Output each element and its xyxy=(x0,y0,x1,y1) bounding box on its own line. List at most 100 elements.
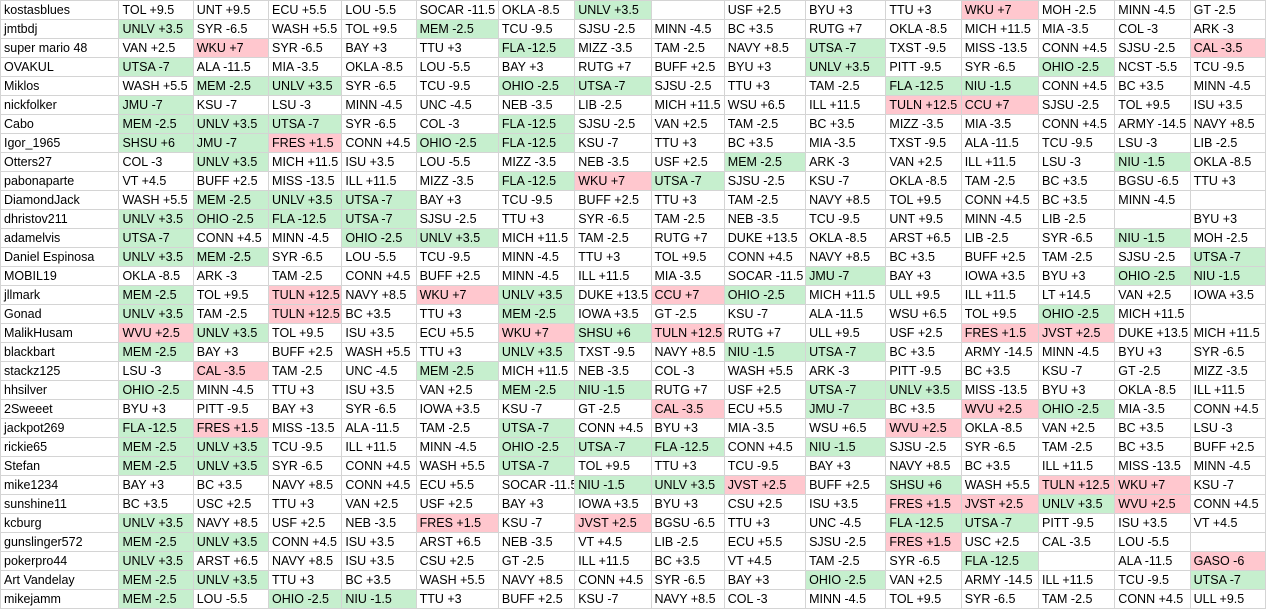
pick-cell[interactable]: TTU +3 xyxy=(650,190,725,210)
pick-cell[interactable]: MEM -2.5 xyxy=(118,342,194,362)
pick-cell[interactable]: NAVY +8.5 xyxy=(805,247,887,267)
player-name-cell[interactable]: Daniel Espinosa xyxy=(0,247,120,267)
pick-cell[interactable]: PITT -9.5 xyxy=(885,361,962,381)
pick-cell[interactable]: NEB -3.5 xyxy=(497,532,576,552)
pick-cell[interactable]: RUTG +7 xyxy=(650,380,725,400)
pick-cell[interactable]: IOWA +3.5 xyxy=(960,266,1040,286)
pick-cell[interactable]: NIU -1.5 xyxy=(574,380,652,400)
pick-cell[interactable]: WKU +7 xyxy=(497,323,576,343)
pick-cell[interactable]: WASH +5.5 xyxy=(118,190,194,210)
pick-cell[interactable]: TAM -2.5 xyxy=(960,171,1040,191)
pick-cell[interactable]: PITT -9.5 xyxy=(192,399,270,419)
player-name-cell[interactable]: Miklos xyxy=(0,76,120,96)
player-name-cell[interactable]: DiamondJack xyxy=(0,190,120,210)
pick-cell[interactable]: VAN +2.5 xyxy=(1037,418,1116,438)
pick-cell[interactable]: SYR -6.5 xyxy=(1037,228,1116,248)
pick-cell[interactable]: OHIO -2.5 xyxy=(192,209,270,229)
pick-cell[interactable]: MIZZ -3.5 xyxy=(574,38,652,58)
pick-cell[interactable]: MEM -2.5 xyxy=(118,285,194,305)
pick-cell[interactable]: NAVY +8.5 xyxy=(885,456,962,476)
pick-cell[interactable]: MEM -2.5 xyxy=(415,361,499,381)
pick-cell[interactable]: VT +4.5 xyxy=(723,551,807,571)
pick-cell[interactable]: CONN +4.5 xyxy=(192,228,270,248)
pick-cell[interactable]: CONN +4.5 xyxy=(341,266,417,286)
pick-cell[interactable]: ARST +6.5 xyxy=(192,551,270,571)
pick-cell[interactable]: MIZZ -3.5 xyxy=(497,152,576,172)
pick-cell[interactable]: BC +3.5 xyxy=(1114,437,1191,457)
pick-cell[interactable]: OHIO -2.5 xyxy=(268,589,343,609)
pick-cell[interactable]: DUKE +13.5 xyxy=(574,285,652,305)
pick-cell[interactable]: TOL +9.5 xyxy=(192,285,270,305)
pick-cell[interactable]: ILL +11.5 xyxy=(1037,570,1116,590)
pick-cell[interactable]: OKLA -8.5 xyxy=(341,57,417,77)
pick-cell[interactable]: UNLV +3.5 xyxy=(574,0,652,20)
pick-cell[interactable]: SYR -6.5 xyxy=(960,437,1040,457)
pick-cell[interactable]: ECU +5.5 xyxy=(723,399,807,419)
pick-cell[interactable]: KSU -7 xyxy=(192,95,270,115)
pick-cell[interactable]: TXST -9.5 xyxy=(574,342,652,362)
pick-cell[interactable]: CCU +7 xyxy=(960,95,1040,115)
pick-cell[interactable]: VAN +2.5 xyxy=(885,152,962,172)
pick-cell[interactable]: UNC -4.5 xyxy=(341,361,417,381)
pick-cell[interactable]: SHSU +6 xyxy=(574,323,652,343)
pick-cell[interactable]: KSU -7 xyxy=(574,133,652,153)
pick-cell[interactable]: JMU -7 xyxy=(192,133,270,153)
pick-cell[interactable]: ALA -11.5 xyxy=(341,418,417,438)
pick-cell[interactable]: NIU -1.5 xyxy=(1114,152,1191,172)
pick-cell[interactable]: MISS -13.5 xyxy=(268,418,343,438)
pick-cell[interactable]: ULL +9.5 xyxy=(885,285,962,305)
pick-cell[interactable]: MIZZ -3.5 xyxy=(1189,361,1266,381)
pick-cell[interactable]: BUFF +2.5 xyxy=(1189,437,1266,457)
pick-cell[interactable]: OKLA -8.5 xyxy=(885,19,962,39)
pick-cell[interactable]: UNLV +3.5 xyxy=(118,304,194,324)
pick-cell[interactable]: VAN +2.5 xyxy=(118,38,194,58)
pick-cell[interactable]: FLA -12.5 xyxy=(960,551,1040,571)
pick-cell[interactable]: OHIO -2.5 xyxy=(341,228,417,248)
pick-cell[interactable]: NAVY +8.5 xyxy=(723,38,807,58)
pick-cell[interactable]: UNLV +3.5 xyxy=(118,247,194,267)
pick-cell[interactable]: UTSA -7 xyxy=(1189,570,1266,590)
pick-cell[interactable]: UNLV +3.5 xyxy=(118,19,194,39)
pick-cell[interactable]: MICH +11.5 xyxy=(1114,304,1191,324)
pick-cell[interactable]: TTU +3 xyxy=(415,304,499,324)
pick-cell[interactable]: TCU -9.5 xyxy=(415,76,499,96)
pick-cell[interactable]: TOL +9.5 xyxy=(960,304,1040,324)
pick-cell[interactable]: CSU +2.5 xyxy=(723,494,807,514)
pick-cell[interactable]: USC +2.5 xyxy=(192,494,270,514)
pick-cell[interactable]: LOU -5.5 xyxy=(1114,532,1191,552)
pick-cell[interactable]: BUFF +2.5 xyxy=(574,190,652,210)
pick-cell[interactable]: GT -2.5 xyxy=(574,399,652,419)
pick-cell[interactable]: NIU -1.5 xyxy=(805,437,887,457)
pick-cell[interactable]: SJSU -2.5 xyxy=(723,171,807,191)
pick-cell[interactable]: TCU -9.5 xyxy=(268,437,343,457)
pick-cell[interactable]: CONN +4.5 xyxy=(341,456,417,476)
pick-cell[interactable]: MINN -4.5 xyxy=(1189,76,1266,96)
pick-cell[interactable]: FLA -12.5 xyxy=(497,38,576,58)
pick-cell[interactable]: MINN -4.5 xyxy=(192,380,270,400)
pick-cell[interactable]: OHIO -2.5 xyxy=(118,380,194,400)
pick-cell[interactable]: MEM -2.5 xyxy=(118,437,194,457)
pick-cell[interactable]: RUTG +7 xyxy=(723,323,807,343)
pick-cell[interactable]: CAL -3.5 xyxy=(192,361,270,381)
pick-cell[interactable]: UNLV +3.5 xyxy=(1037,494,1116,514)
pick-cell[interactable]: MIA -3.5 xyxy=(1114,399,1191,419)
pick-cell[interactable]: OKLA -8.5 xyxy=(497,0,576,20)
pick-cell[interactable]: WASH +5.5 xyxy=(960,475,1040,495)
pick-cell[interactable]: UNLV +3.5 xyxy=(192,323,270,343)
pick-cell[interactable]: BYU +3 xyxy=(1037,266,1116,286)
pick-cell[interactable]: TCU -9.5 xyxy=(723,456,807,476)
pick-cell[interactable]: BC +3.5 xyxy=(341,570,417,590)
pick-cell[interactable]: UNLV +3.5 xyxy=(268,190,343,210)
pick-cell[interactable]: SHSU +6 xyxy=(885,475,962,495)
pick-cell[interactable]: UNLV +3.5 xyxy=(118,209,194,229)
pick-cell[interactable]: UTSA -7 xyxy=(118,228,194,248)
pick-cell[interactable]: MISS -13.5 xyxy=(1114,456,1191,476)
pick-cell[interactable]: UTSA -7 xyxy=(805,38,887,58)
pick-cell[interactable]: MEM -2.5 xyxy=(415,19,499,39)
pick-cell[interactable]: ILL +11.5 xyxy=(1189,380,1266,400)
pick-cell[interactable]: UTSA -7 xyxy=(650,171,725,191)
pick-cell[interactable]: TOL +9.5 xyxy=(650,247,725,267)
pick-cell[interactable]: USF +2.5 xyxy=(650,152,725,172)
pick-cell[interactable]: NAVY +8.5 xyxy=(650,589,725,609)
player-name-cell[interactable]: Gonad xyxy=(0,304,120,324)
